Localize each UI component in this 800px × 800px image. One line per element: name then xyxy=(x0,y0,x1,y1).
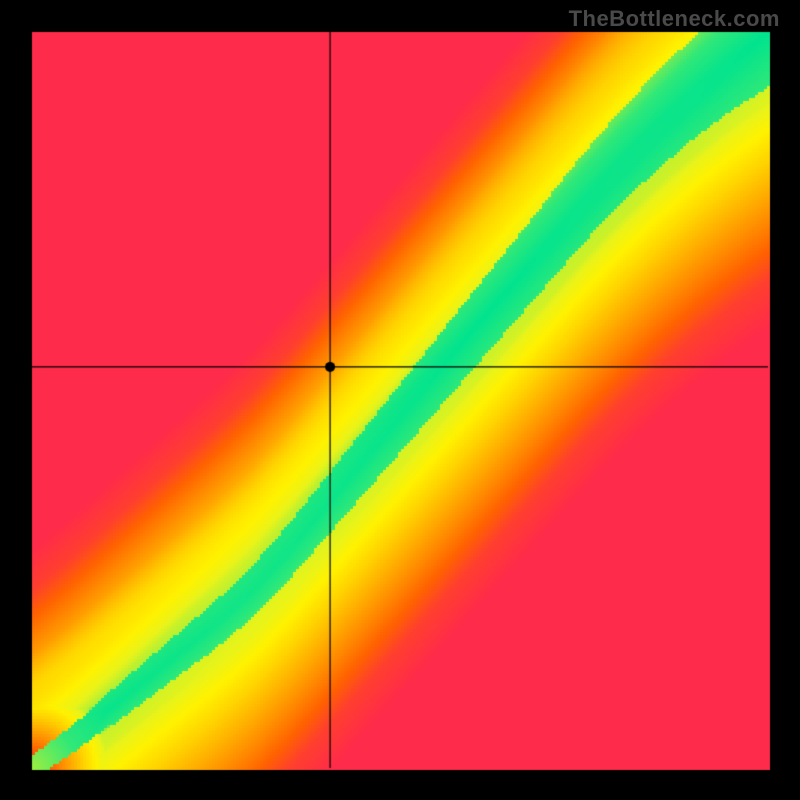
watermark-text: TheBottleneck.com xyxy=(569,6,780,32)
chart-container: TheBottleneck.com xyxy=(0,0,800,800)
bottleneck-heatmap xyxy=(0,0,800,800)
